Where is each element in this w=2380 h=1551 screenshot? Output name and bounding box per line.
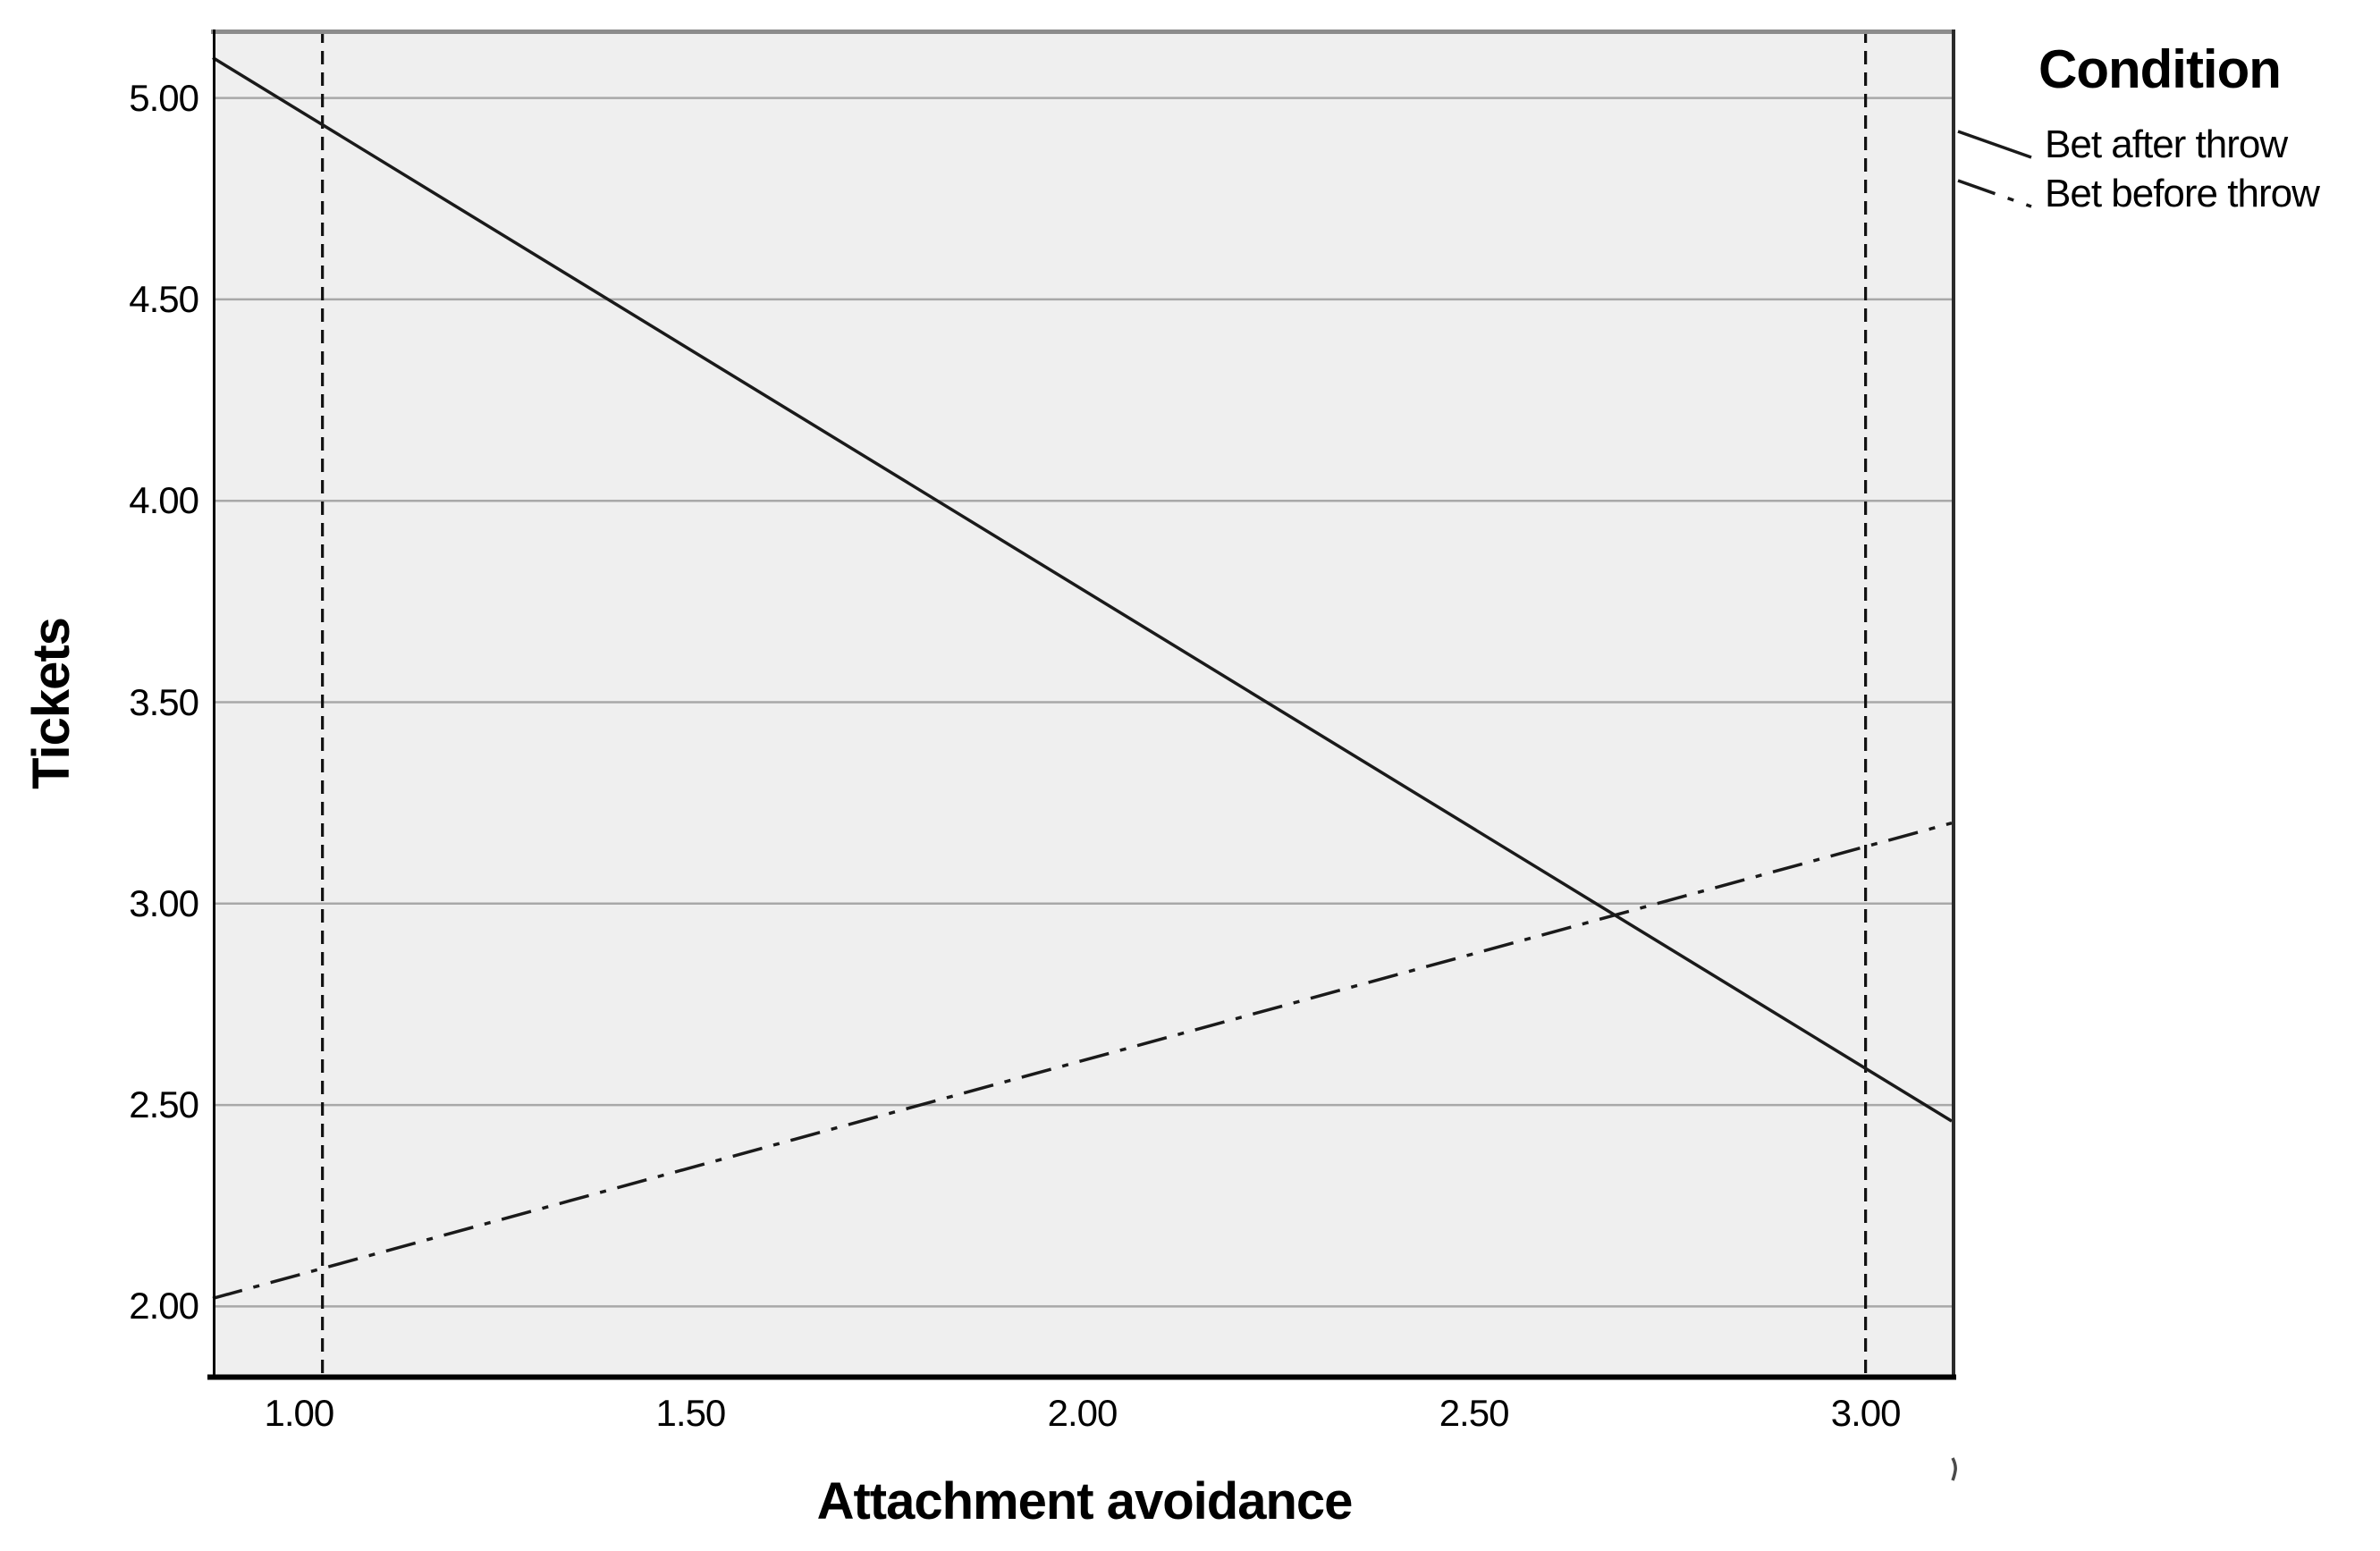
x-tick-label: 2.00 [1047, 1392, 1118, 1434]
y-tick-label: 5.00 [129, 76, 199, 119]
series-line-bet-after-throw [212, 56, 1953, 1123]
y-tick-label: 4.50 [129, 277, 199, 320]
y-tick-label: 2.50 [129, 1083, 199, 1126]
legend-entry-label: Bet before throw [2045, 172, 2320, 215]
legend-swatch-solid [1957, 130, 2032, 159]
plot-frame [207, 30, 1956, 1380]
series-line-bet-before-throw [212, 821, 1953, 1301]
artifact-mark [1951, 1457, 1957, 1481]
x-axis-title: Attachment avoidance [816, 1472, 1354, 1530]
y-tick-label: 2.00 [129, 1285, 199, 1328]
x-tick-label: 1.50 [655, 1392, 727, 1434]
gridlines [213, 97, 1952, 1308]
legend-title: Condition [2038, 39, 2282, 99]
legend-entry-label: Bet after throw [2045, 122, 2288, 166]
x-tick-label: 3.00 [1830, 1392, 1902, 1434]
y-tick-label: 3.50 [129, 680, 199, 723]
reference-lines [321, 30, 1868, 1375]
series-lines [212, 56, 1953, 1301]
y-tick-label: 3.00 [129, 881, 199, 924]
y-axis-title: Tickets [22, 618, 80, 789]
legend-swatches [1957, 130, 2032, 208]
x-tick-label: 1.00 [264, 1392, 334, 1434]
legend-swatch-dash-dot [1957, 179, 2032, 208]
x-tick-label: 2.50 [1439, 1392, 1510, 1434]
y-tick-label: 4.00 [129, 479, 199, 522]
